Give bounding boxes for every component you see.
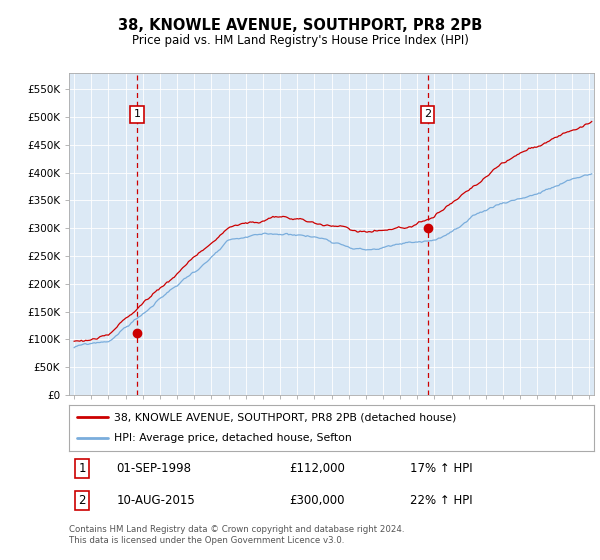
- Text: 01-SEP-1998: 01-SEP-1998: [116, 462, 191, 475]
- Text: Price paid vs. HM Land Registry's House Price Index (HPI): Price paid vs. HM Land Registry's House …: [131, 34, 469, 47]
- Text: 1: 1: [79, 462, 86, 475]
- Text: 10-AUG-2015: 10-AUG-2015: [116, 494, 195, 507]
- Text: 17% ↑ HPI: 17% ↑ HPI: [410, 462, 473, 475]
- Text: £112,000: £112,000: [290, 462, 346, 475]
- Text: 2: 2: [79, 494, 86, 507]
- Text: 38, KNOWLE AVENUE, SOUTHPORT, PR8 2PB (detached house): 38, KNOWLE AVENUE, SOUTHPORT, PR8 2PB (d…: [113, 412, 456, 422]
- Text: 38, KNOWLE AVENUE, SOUTHPORT, PR8 2PB: 38, KNOWLE AVENUE, SOUTHPORT, PR8 2PB: [118, 18, 482, 32]
- Text: 2: 2: [424, 109, 431, 119]
- Text: 22% ↑ HPI: 22% ↑ HPI: [410, 494, 473, 507]
- Text: HPI: Average price, detached house, Sefton: HPI: Average price, detached house, Seft…: [113, 433, 352, 444]
- Text: Contains HM Land Registry data © Crown copyright and database right 2024.
This d: Contains HM Land Registry data © Crown c…: [69, 525, 404, 545]
- Text: 1: 1: [134, 109, 140, 119]
- Text: £300,000: £300,000: [290, 494, 345, 507]
